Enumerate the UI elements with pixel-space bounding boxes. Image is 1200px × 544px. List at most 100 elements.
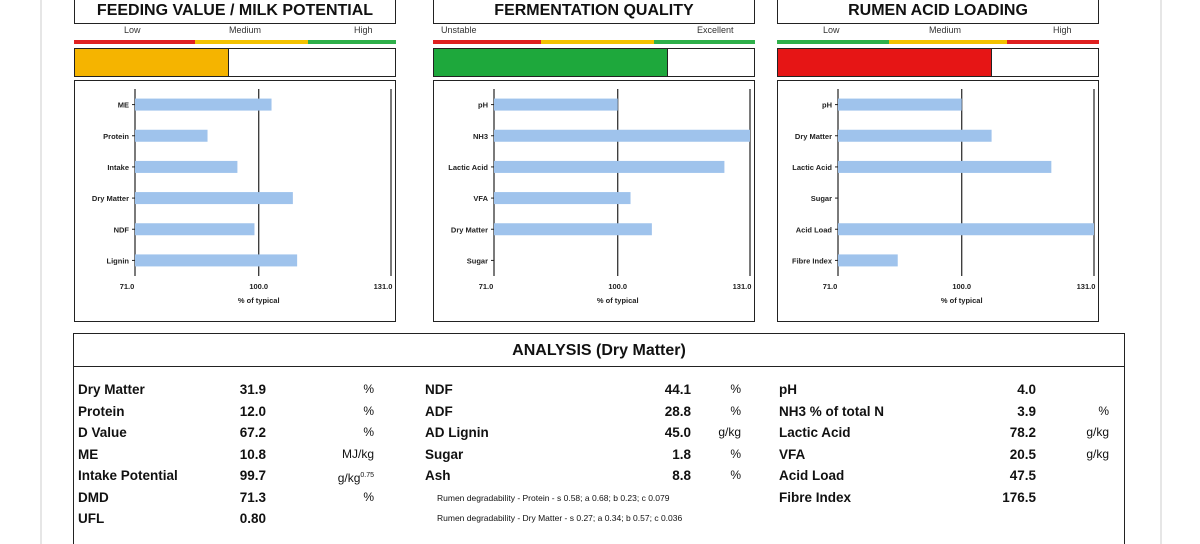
category-label: Dry Matter [92, 194, 129, 203]
analysis-value: 4.0 [1017, 382, 1036, 397]
band-segment-unstable [433, 40, 541, 44]
analysis-row: Intake Potential 99.7 g/kg0.75 [78, 465, 374, 486]
x-axis-label: % of typical [238, 296, 280, 305]
category-label: Protein [103, 132, 129, 141]
analysis-value: 71.3 [239, 489, 266, 505]
band-label-low: Low [124, 25, 141, 35]
panel-title: FEEDING VALUE / MILK POTENTIAL [74, 0, 396, 24]
x-tick-label: 71.0 [120, 282, 135, 291]
analysis-row: Dry Matter 31.9% [78, 379, 374, 400]
chart-bar [135, 98, 272, 111]
x-axis-label: % of typical [941, 296, 983, 305]
chart-bar [135, 192, 293, 205]
analysis-row: UFL 0.80 [78, 508, 374, 529]
analysis-unit: % [363, 401, 374, 422]
band-label-high: High [354, 25, 373, 35]
category-label: ME [118, 101, 129, 110]
analysis-value: 12.0 [239, 403, 266, 419]
category-label: Sugar [467, 256, 488, 265]
analysis-unit: g/kg [718, 422, 741, 443]
category-label: Acid Load [796, 225, 833, 234]
rumen-acid-loading-chart: pH Dry Matter Lactic Acid Sugar Acid Load Fib… [777, 80, 1099, 322]
analysis-row: Sugar 1.8% [425, 444, 741, 465]
x-tick-label: 100.0 [608, 282, 627, 291]
analysis-unit-text: % [363, 425, 374, 439]
gauge-fill [434, 49, 668, 76]
analysis-unit-exponent: 0.75 [360, 472, 374, 479]
analysis-unit-text: % [730, 446, 741, 461]
analysis-value: 28.8 [664, 403, 691, 419]
analysis-unit: g/kg [1086, 422, 1109, 443]
analysis-value: 0.80 [239, 511, 266, 526]
chart-bar [135, 254, 298, 267]
band-segment-medium [889, 40, 1007, 44]
category-label: Dry Matter [795, 132, 832, 141]
analysis-value: 176.5 [1002, 489, 1036, 505]
chart-bar [838, 160, 1052, 173]
panel-title: FERMENTATION QUALITY [433, 0, 755, 24]
analysis-unit-text: % [363, 489, 374, 504]
feeding-value-chart: ME Protein Intake Dry Matter NDF Lignin 71.0 10… [74, 80, 396, 322]
chart-bar [135, 129, 208, 142]
band-label-high: High [1053, 25, 1072, 35]
rating-band: Low Medium High [777, 24, 1099, 44]
analysis-unit-text: % [363, 382, 374, 396]
analysis-row: NDF 44.1% [425, 379, 741, 400]
analysis-unit-text: g/kg [1086, 446, 1109, 461]
analysis-label: UFL [78, 511, 105, 526]
x-tick-label: 131.0 [1077, 282, 1096, 291]
category-label: Dry Matter [451, 225, 488, 234]
analysis-unit: % [730, 401, 741, 422]
analysis-value: 78.2 [1009, 425, 1036, 440]
analysis-row: NH3 % of total N 3.9% [779, 401, 1109, 422]
chart-bar [494, 98, 618, 111]
chart-bar [135, 223, 255, 236]
category-label: VFA [473, 194, 488, 203]
x-tick-label: 100.0 [952, 282, 971, 291]
gauge-fill [75, 49, 229, 76]
page-edge [40, 0, 42, 544]
analysis-label: ME [78, 446, 99, 462]
band-segment-excellent [654, 40, 755, 44]
panel-title: RUMEN ACID LOADING [777, 0, 1099, 24]
analysis-label: ADF [425, 403, 453, 419]
chart-svg: ME Protein Intake Dry Matter NDF Lignin 71.0 10… [92, 89, 392, 305]
analysis-label: VFA [779, 446, 806, 462]
analysis-value: 1.8 [672, 446, 691, 462]
degradability-note-dry-matter: Rumen degradability - Dry Matter - s 0.2… [437, 513, 683, 523]
analysis-label: Ash [425, 468, 451, 483]
band-segment-medium [541, 40, 654, 44]
band-label-medium: Medium [229, 25, 262, 35]
chart-svg: pH NH3 Lactic Acid VFA Dry Matter Sugar 71.0 10… [448, 89, 751, 305]
band-label-low: Low [823, 25, 840, 35]
chart-bar [494, 129, 750, 142]
category-label: Lignin [107, 256, 130, 265]
category-label: Sugar [811, 194, 832, 203]
analysis-label: D Value [78, 425, 127, 440]
band-label-medium: Medium [929, 25, 962, 35]
chart-bar [494, 192, 631, 205]
fermentation-quality-chart: pH NH3 Lactic Acid VFA Dry Matter Sugar 71.0 10… [433, 80, 755, 322]
analysis-unit-text: g/kg [337, 471, 361, 485]
category-label: pH [478, 101, 488, 110]
analysis-row: VFA 20.5 g/kg [779, 444, 1109, 465]
analysis-unit: g/kg [1086, 444, 1109, 465]
analysis-unit-text: g/kg [718, 425, 741, 439]
band-segment-high [308, 40, 396, 44]
page-edge [1160, 0, 1162, 544]
category-label: NDF [114, 225, 130, 234]
chart-bar [494, 223, 652, 236]
band-segment-medium [195, 40, 308, 44]
analysis-label: AD Lignin [425, 425, 489, 440]
analysis-label: Sugar [425, 446, 464, 462]
analysis-label: Acid Load [779, 468, 845, 483]
chart-svg: pH Dry Matter Lactic Acid Sugar Acid Load Fib… [792, 89, 1096, 305]
band-label-unstable: Unstable [441, 25, 477, 35]
analysis-unit: % [363, 487, 374, 508]
band-segment-high [1007, 40, 1099, 44]
chart-bar [135, 160, 238, 173]
analysis-label: pH [779, 382, 797, 397]
analysis-unit-text: g/kg [1086, 425, 1109, 439]
analysis-unit-text: MJ/kg [341, 446, 374, 461]
category-label: pH [822, 101, 832, 110]
